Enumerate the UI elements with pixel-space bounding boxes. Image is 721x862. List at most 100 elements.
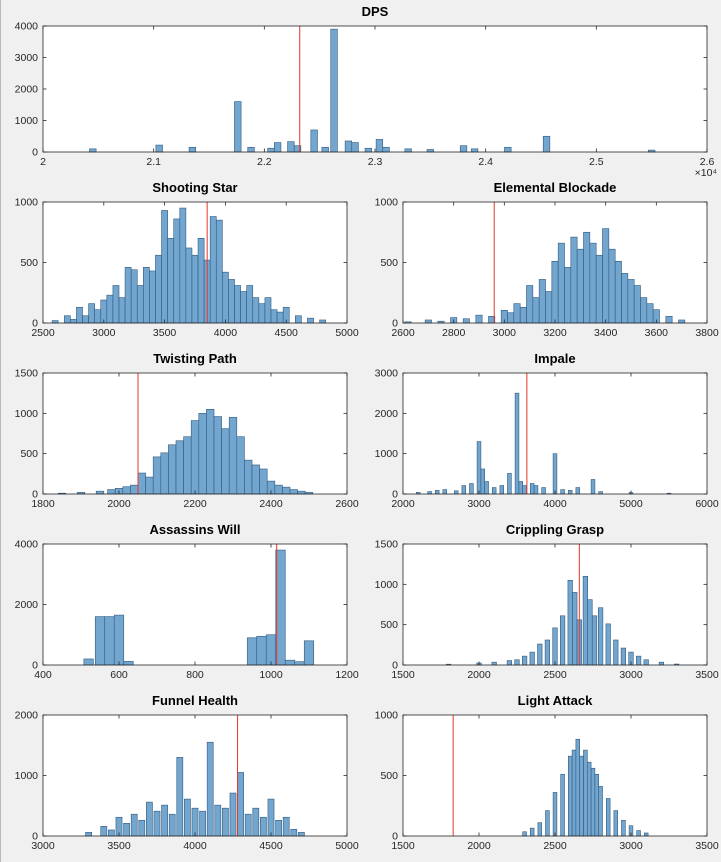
svg-text:0: 0 (32, 660, 38, 672)
svg-text:2.3: 2.3 (368, 156, 383, 168)
svg-text:3600: 3600 (645, 327, 669, 339)
svg-text:4000: 4000 (214, 327, 238, 339)
svg-text:2000: 2000 (15, 84, 39, 96)
svg-text:×10⁴: ×10⁴ (695, 167, 717, 178)
histogram-elemental-blockade: Elemental Blockade 2600 2800 3000 3200 3400 3… (361, 178, 721, 349)
svg-text:2000: 2000 (375, 408, 399, 420)
svg-text:4000: 4000 (15, 22, 39, 33)
svg-text:2000: 2000 (15, 599, 39, 611)
svg-text:1000: 1000 (259, 669, 283, 681)
assassins-will-plot: 400 600 800 1000 1200 0 2000 4000 (15, 540, 359, 681)
chart-title-elemental-blockade: Elemental Blockade (493, 180, 617, 195)
shooting-star-plot: 2500 3000 3500 4000 4500 5000 0 500 1000 (15, 198, 359, 339)
elemental-blockade-plot: 2600 2800 3000 3200 3400 3600 3800 0 500 1000 (375, 198, 719, 339)
svg-text:2: 2 (40, 156, 46, 168)
svg-text:2.6: 2.6 (700, 156, 715, 168)
svg-text:2.2: 2.2 (257, 156, 272, 168)
svg-text:4000: 4000 (15, 540, 39, 551)
svg-text:3400: 3400 (594, 327, 618, 339)
svg-text:800: 800 (186, 669, 204, 681)
chart-title-funnel-health: Funnel Health (152, 693, 238, 708)
chart-title-twisting-path: Twisting Path (153, 351, 237, 366)
svg-text:3500: 3500 (695, 840, 719, 852)
svg-text:3000: 3000 (619, 840, 643, 852)
svg-text:3500: 3500 (695, 669, 719, 681)
svg-text:1000: 1000 (15, 408, 39, 420)
svg-text:1000: 1000 (375, 711, 399, 722)
svg-text:1800: 1800 (31, 498, 55, 510)
svg-text:5000: 5000 (335, 327, 359, 339)
svg-text:0: 0 (32, 147, 38, 159)
funnel-health-plot: 3000 3500 4000 4500 5000 0 1000 2000 (15, 711, 359, 852)
histogram-dps: DPS 2 2.1 2.2 2.3 2.4 2.5 2.6 0 1000 2000 3000 4000… (1, 2, 721, 178)
svg-text:3000: 3000 (493, 327, 517, 339)
svg-text:3500: 3500 (153, 327, 177, 339)
svg-text:2000: 2000 (467, 840, 491, 852)
svg-text:2000: 2000 (15, 711, 39, 722)
svg-text:0: 0 (392, 489, 398, 501)
chart-title-crippling-grasp: Crippling Grasp (505, 522, 605, 537)
svg-text:2000: 2000 (107, 498, 131, 510)
svg-text:0: 0 (32, 831, 38, 843)
svg-text:3000: 3000 (619, 669, 643, 681)
chart-title-shooting-star: Shooting Star (152, 180, 238, 195)
svg-text:2500: 2500 (543, 840, 567, 852)
histogram-impale: Impale 2000 3000 4000 5000 6000 0 1000 2000 3000 (361, 349, 721, 520)
svg-text:2.1: 2.1 (146, 156, 161, 168)
svg-text:4000: 4000 (183, 840, 207, 852)
svg-text:500: 500 (380, 619, 398, 631)
svg-text:400: 400 (34, 669, 52, 681)
svg-text:2600: 2600 (335, 498, 359, 510)
svg-text:500: 500 (20, 257, 38, 269)
crippling-grasp-plot: 1500 2000 2500 3000 3500 0 500 1000 1500 (375, 540, 719, 681)
svg-text:0: 0 (32, 489, 38, 501)
svg-text:1000: 1000 (375, 448, 399, 460)
svg-text:0: 0 (392, 318, 398, 330)
histogram-twisting-path: Twisting Path 1800 2000 2200 2400 2600 0 500 10… (1, 349, 361, 520)
chart-title-impale: Impale (534, 351, 576, 366)
svg-text:4000: 4000 (543, 498, 567, 510)
svg-text:4500: 4500 (275, 327, 299, 339)
chart-title-light-attack: Light Attack (517, 693, 593, 708)
svg-text:6000: 6000 (695, 498, 719, 510)
histogram-shooting-star: Shooting Star 2500 3000 3500 4000 4500 5000 0 5… (1, 178, 361, 349)
svg-text:3000: 3000 (467, 498, 491, 510)
svg-text:0: 0 (392, 831, 398, 843)
svg-text:2400: 2400 (259, 498, 283, 510)
svg-text:2000: 2000 (467, 669, 491, 681)
svg-text:500: 500 (20, 448, 38, 460)
svg-text:0: 0 (32, 318, 38, 330)
svg-text:2200: 2200 (183, 498, 207, 510)
dps-plot: 2 2.1 2.2 2.3 2.4 2.5 2.6 0 1000 2000 3000 4000 ×10⁴ (15, 22, 717, 178)
svg-text:2.5: 2.5 (589, 156, 604, 168)
svg-text:500: 500 (380, 770, 398, 782)
impale-plot: 2000 3000 4000 5000 6000 0 1000 2000 3000 (375, 369, 719, 510)
svg-text:5000: 5000 (335, 840, 359, 852)
svg-text:2500: 2500 (543, 669, 567, 681)
chart-title-assassins-will: Assassins Will (149, 522, 241, 537)
svg-text:1500: 1500 (391, 840, 415, 852)
histogram-funnel-health: Funnel Health 3000 3500 4000 4500 5000 0 1000 2… (1, 691, 361, 862)
svg-text:3200: 3200 (543, 327, 567, 339)
svg-text:1000: 1000 (15, 115, 39, 127)
svg-text:2800: 2800 (442, 327, 466, 339)
svg-text:1500: 1500 (391, 669, 415, 681)
svg-text:1500: 1500 (15, 369, 39, 380)
svg-text:0: 0 (392, 660, 398, 672)
svg-text:3000: 3000 (92, 327, 116, 339)
svg-text:2.4: 2.4 (478, 156, 493, 168)
svg-text:2500: 2500 (31, 327, 55, 339)
histogram-light-attack: Light Attack 1500 2000 2500 3000 3500 0 500 100… (361, 691, 721, 862)
twisting-path-plot: 1800 2000 2200 2400 2600 0 500 1000 1500 (15, 369, 359, 510)
svg-text:1000: 1000 (15, 770, 39, 782)
svg-text:500: 500 (380, 257, 398, 269)
svg-text:3800: 3800 (695, 327, 719, 339)
svg-text:1000: 1000 (375, 198, 399, 209)
svg-text:2000: 2000 (391, 498, 415, 510)
svg-text:5000: 5000 (619, 498, 643, 510)
svg-text:1500: 1500 (375, 540, 399, 551)
histogram-assassins-will: Assassins Will 400 600 800 1000 1200 0 2000 400… (1, 520, 361, 691)
svg-text:1000: 1000 (375, 579, 399, 591)
svg-text:600: 600 (110, 669, 128, 681)
light-attack-plot: 1500 2000 2500 3000 3500 0 500 1000 (375, 711, 719, 852)
